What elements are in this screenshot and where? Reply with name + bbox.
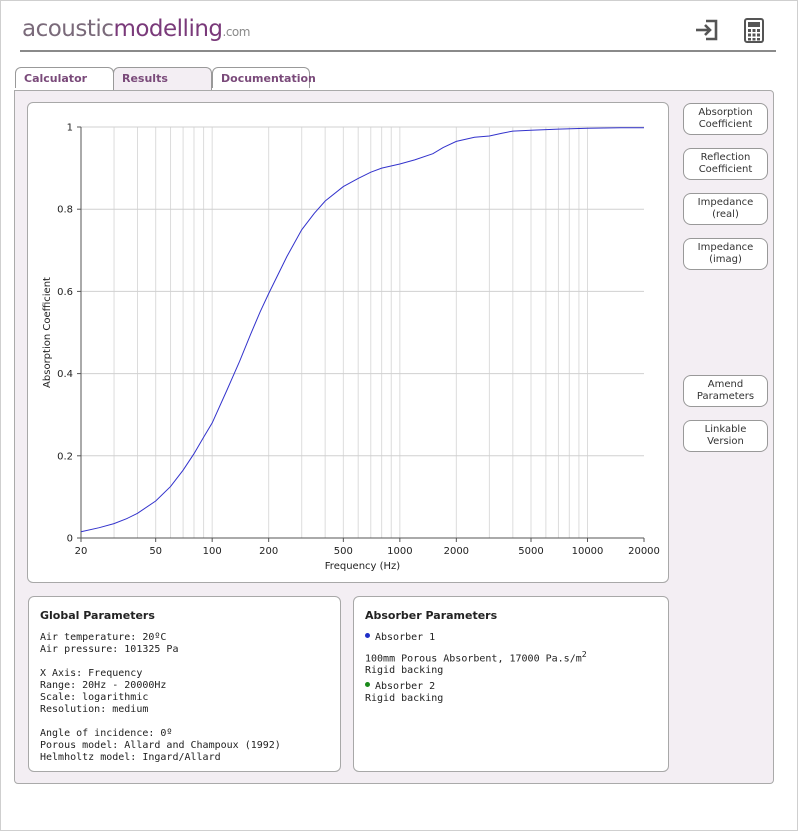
absorption-coefficient-button[interactable]: Absorption Coefficient — [683, 103, 768, 135]
impedance-real-button[interactable]: Impedance (real) — [683, 193, 768, 225]
x-tick-label: 2000 — [444, 546, 469, 557]
sign-in-icon[interactable] — [693, 16, 721, 44]
absorber-parameters-box: Absorber Parameters Absorber 1 100mm Por… — [353, 596, 669, 772]
tab-calculator[interactable]: Calculator — [15, 67, 114, 88]
site-header: acousticmodelling.com — [20, 14, 776, 52]
y-tick-label: 0.8 — [57, 205, 73, 216]
absorber-2-backing: Rigid backing — [365, 693, 444, 705]
global-parameters-title: Global Parameters — [40, 609, 155, 622]
impedance-imag-button[interactable]: Impedance (imag) — [683, 238, 768, 270]
reflection-coefficient-button[interactable]: Reflection Coefficient — [683, 148, 768, 180]
absorber-parameters-title: Absorber Parameters — [365, 609, 498, 622]
x-tick-label: 20 — [75, 546, 88, 557]
tab-results[interactable]: Results — [113, 67, 212, 91]
absorber-1-description: 100mm Porous Absorbent, 17000 Pa.s/m2 — [365, 649, 587, 665]
angle-param: Angle of incidence: 0º — [40, 728, 173, 739]
x-tick-label: 10000 — [572, 546, 604, 557]
site-logo[interactable]: acousticmodelling.com — [22, 16, 250, 42]
absorber-2-dot-icon — [365, 681, 370, 687]
scale-param: Scale: logarithmic — [40, 692, 149, 703]
x-tick-label: 200 — [259, 546, 278, 557]
helmholtz-model-param: Helmholtz model: Ingard/Allard — [40, 752, 221, 763]
linkable-version-button[interactable]: Linkable Version — [683, 420, 768, 452]
y-axis-label: Absorption Coefficient — [42, 277, 53, 388]
y-tick-label: 0.2 — [57, 451, 73, 462]
x-axis-param: X Axis: Frequency — [40, 668, 143, 679]
chart-container: 0 0.2 0.4 0.6 0.8 1 20 50 100 200 500 1000 2000 5000 1… — [27, 102, 669, 583]
x-tick-label: 1000 — [387, 546, 412, 557]
absorption-chart: 0 0.2 0.4 0.6 0.8 1 20 50 100 200 500 1000 2000 5000 1… — [42, 123, 660, 573]
absorber-2-label: Absorber 2 — [365, 681, 657, 693]
resolution-param: Resolution: medium — [40, 704, 149, 715]
air-pressure: Air pressure: 101325 Pa — [40, 644, 179, 655]
series-line — [80, 127, 644, 533]
range-param: Range: 20Hz - 20000Hz — [40, 680, 167, 691]
y-tick-label: 0 — [67, 534, 73, 545]
x-tick-label: 100 — [203, 546, 222, 557]
amend-parameters-button[interactable]: Amend Parameters — [683, 375, 768, 407]
tab-documentation[interactable]: Documentation — [212, 67, 316, 88]
absorber-1-label: Absorber 1 — [365, 632, 657, 644]
absorber-1-backing: Rigid backing — [365, 665, 444, 677]
y-tick-label: 1 — [67, 123, 73, 134]
x-tick-label: 500 — [334, 546, 353, 557]
absorber-1-dot-icon — [365, 632, 370, 638]
y-tick-label: 0.4 — [57, 369, 73, 380]
y-tick-label: 0.6 — [57, 287, 73, 298]
calculator-icon[interactable] — [740, 16, 768, 44]
x-tick-label: 50 — [149, 546, 162, 557]
x-tick-label: 20000 — [628, 546, 660, 557]
porous-model-param: Porous model: Allard and Champoux (1992) — [40, 740, 281, 751]
air-temperature: Air temperature: 20ºC — [40, 632, 167, 643]
global-parameters-box: Global Parameters Air temperature: 20ºC … — [28, 596, 341, 772]
x-axis-label: Frequency (Hz) — [325, 561, 401, 572]
x-tick-label: 5000 — [518, 546, 543, 557]
